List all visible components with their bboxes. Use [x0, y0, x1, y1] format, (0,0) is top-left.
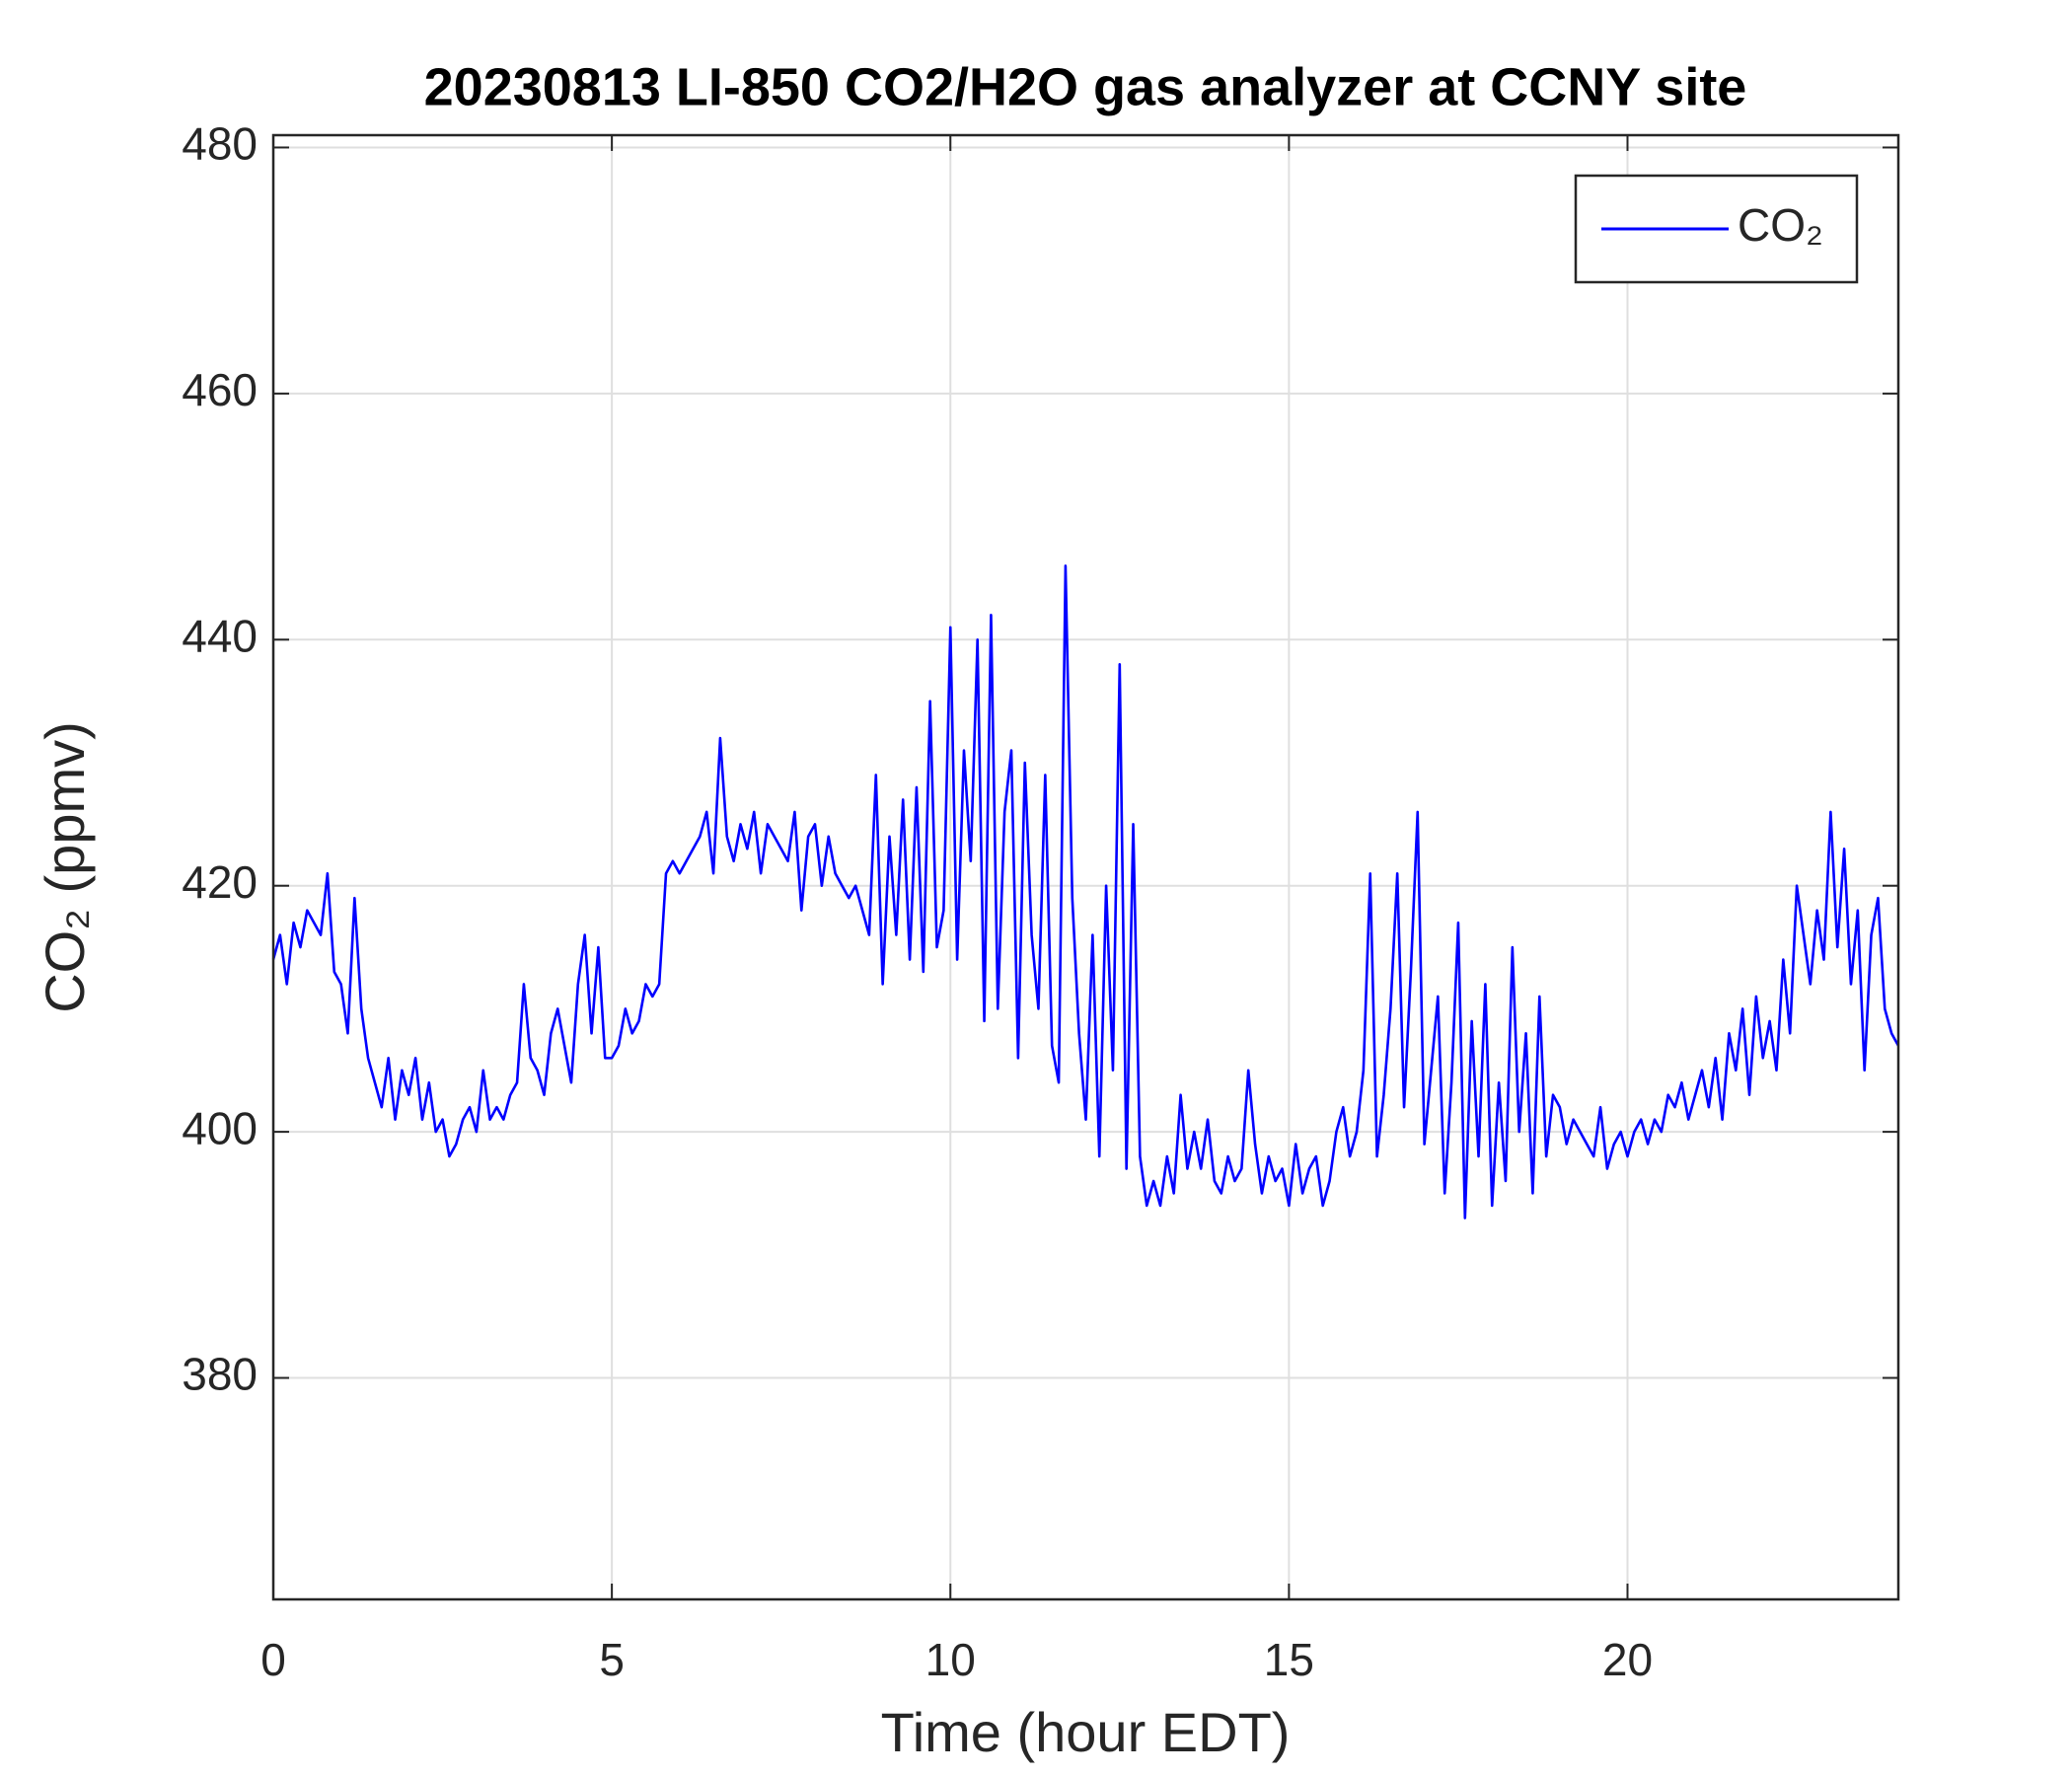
- y-tick-label: 420: [182, 856, 258, 908]
- y-tick-label: 480: [182, 118, 258, 170]
- y-tick-label: 380: [182, 1349, 258, 1400]
- y-axis-label: CO₂ (ppmv): [34, 721, 96, 1013]
- x-tick-label: 10: [925, 1634, 976, 1685]
- chart-title: 20230813 LI-850 CO2/H2O gas analyzer at …: [424, 57, 1747, 116]
- y-tick-label: 400: [182, 1102, 258, 1153]
- plot-area: [273, 135, 1898, 1599]
- data-line: [271, 564, 1900, 1220]
- x-tick-label: 20: [1602, 1634, 1653, 1685]
- y-tick-label: 440: [182, 610, 258, 661]
- x-tick-label: 0: [260, 1634, 286, 1685]
- x-tick-label: 5: [599, 1634, 625, 1685]
- legend-label: CO₂: [1738, 199, 1823, 251]
- x-tick-label: 15: [1264, 1634, 1314, 1685]
- axes-frame: [271, 133, 1900, 1601]
- x-axis-label: Time (hour EDT): [881, 1701, 1291, 1763]
- y-tick-label: 460: [182, 364, 258, 415]
